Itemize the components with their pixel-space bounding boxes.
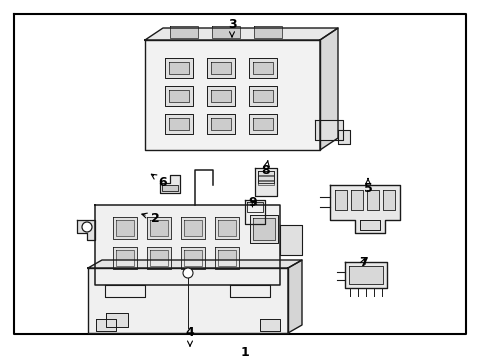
- Polygon shape: [147, 247, 171, 269]
- Polygon shape: [150, 250, 168, 266]
- Polygon shape: [145, 28, 338, 40]
- Polygon shape: [88, 268, 288, 333]
- Circle shape: [82, 222, 92, 232]
- Polygon shape: [116, 250, 134, 266]
- Text: 6: 6: [151, 174, 167, 189]
- Polygon shape: [165, 58, 193, 78]
- Polygon shape: [215, 247, 239, 269]
- Polygon shape: [230, 285, 270, 297]
- Polygon shape: [211, 62, 231, 74]
- Polygon shape: [260, 319, 280, 331]
- Polygon shape: [315, 120, 343, 140]
- Polygon shape: [280, 225, 302, 255]
- Polygon shape: [258, 171, 274, 175]
- Polygon shape: [249, 114, 277, 134]
- Polygon shape: [165, 114, 193, 134]
- Text: 8: 8: [262, 161, 270, 176]
- Polygon shape: [184, 250, 202, 266]
- Polygon shape: [207, 114, 235, 134]
- Polygon shape: [105, 285, 145, 297]
- Polygon shape: [255, 168, 277, 196]
- Polygon shape: [367, 190, 379, 210]
- Text: 1: 1: [241, 346, 249, 359]
- Polygon shape: [245, 200, 265, 224]
- Text: 2: 2: [142, 211, 159, 225]
- Polygon shape: [383, 190, 395, 210]
- Polygon shape: [169, 90, 189, 102]
- Polygon shape: [211, 90, 231, 102]
- Polygon shape: [113, 247, 137, 269]
- Polygon shape: [207, 86, 235, 106]
- Polygon shape: [258, 176, 274, 180]
- Polygon shape: [254, 26, 282, 39]
- Polygon shape: [211, 118, 231, 130]
- Polygon shape: [184, 220, 202, 236]
- Polygon shape: [162, 185, 178, 191]
- Polygon shape: [218, 250, 236, 266]
- Polygon shape: [116, 220, 134, 236]
- Polygon shape: [145, 40, 320, 150]
- Polygon shape: [253, 118, 273, 130]
- Polygon shape: [150, 220, 168, 236]
- Polygon shape: [169, 62, 189, 74]
- Polygon shape: [249, 58, 277, 78]
- Text: 7: 7: [359, 256, 368, 270]
- Polygon shape: [96, 319, 116, 331]
- Polygon shape: [181, 247, 205, 269]
- Polygon shape: [88, 260, 302, 268]
- Polygon shape: [181, 217, 205, 239]
- Polygon shape: [338, 130, 350, 144]
- Polygon shape: [253, 62, 273, 74]
- Polygon shape: [171, 26, 198, 39]
- Polygon shape: [212, 26, 241, 39]
- Polygon shape: [95, 205, 280, 285]
- Text: 3: 3: [228, 18, 236, 37]
- Polygon shape: [258, 171, 274, 183]
- Polygon shape: [288, 260, 302, 333]
- Polygon shape: [320, 28, 338, 150]
- Polygon shape: [360, 220, 380, 230]
- Polygon shape: [106, 313, 128, 327]
- Polygon shape: [250, 215, 278, 243]
- Polygon shape: [77, 220, 95, 240]
- Polygon shape: [351, 190, 363, 210]
- Polygon shape: [207, 58, 235, 78]
- Text: 5: 5: [364, 179, 372, 194]
- Circle shape: [183, 268, 193, 278]
- Polygon shape: [335, 190, 347, 210]
- Polygon shape: [253, 218, 275, 240]
- Polygon shape: [349, 266, 383, 284]
- Polygon shape: [169, 118, 189, 130]
- Polygon shape: [147, 217, 171, 239]
- Polygon shape: [258, 181, 274, 185]
- Polygon shape: [330, 185, 400, 233]
- Polygon shape: [113, 217, 137, 239]
- Polygon shape: [160, 175, 180, 193]
- Text: 4: 4: [186, 327, 195, 346]
- Polygon shape: [345, 262, 387, 288]
- Polygon shape: [249, 86, 277, 106]
- Polygon shape: [215, 217, 239, 239]
- Text: 9: 9: [249, 197, 257, 210]
- Polygon shape: [253, 90, 273, 102]
- Polygon shape: [165, 86, 193, 106]
- Polygon shape: [247, 202, 263, 212]
- Polygon shape: [218, 220, 236, 236]
